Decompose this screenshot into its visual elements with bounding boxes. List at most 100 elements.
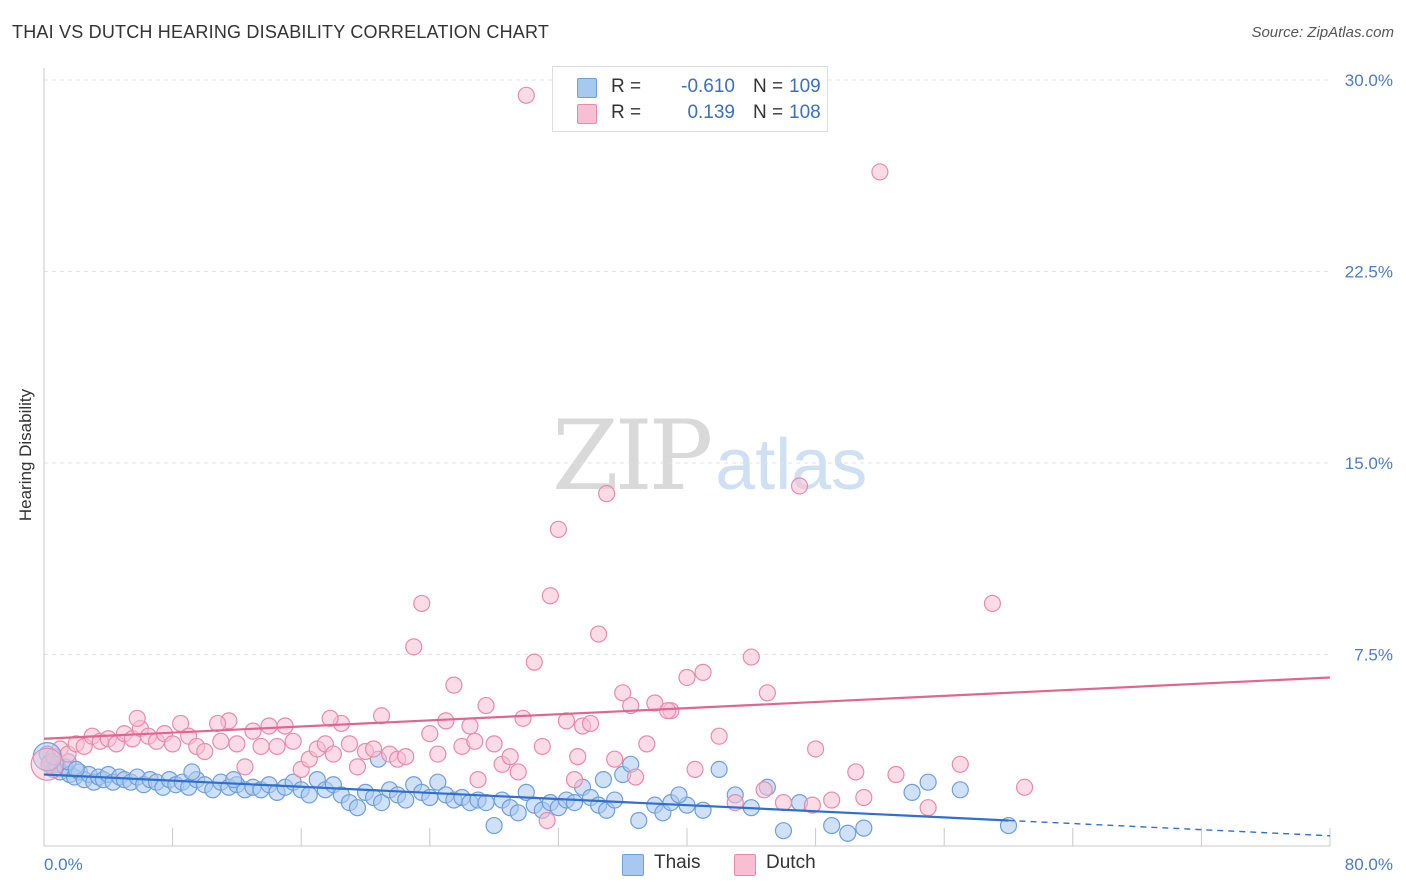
legend-swatch-thais [577, 78, 597, 98]
point-dutch [514, 709, 532, 727]
point-dutch [164, 735, 182, 753]
watermark-atlas: atlas [715, 425, 868, 505]
point-dutch [678, 668, 696, 687]
point-thais [485, 816, 503, 835]
trend-line-extension-thais [1008, 819, 1331, 837]
x-tick-label: 0.0% [44, 855, 83, 874]
point-thais [348, 799, 367, 817]
point-dutch [268, 737, 286, 756]
point-thais [372, 793, 391, 812]
point-dutch [855, 788, 873, 807]
point-dutch [413, 594, 431, 613]
point-dutch [429, 745, 447, 763]
point-dutch [485, 735, 503, 753]
point-dutch [128, 709, 146, 727]
point-dutch [803, 796, 821, 814]
point-dutch [196, 742, 214, 761]
point-dutch [806, 740, 825, 758]
point-dutch [758, 684, 776, 702]
point-thais [606, 791, 624, 809]
bottom-legend-label-thais: Thais [654, 852, 701, 873]
point-dutch [324, 745, 342, 763]
point-dutch [790, 477, 809, 495]
point-dutch [348, 758, 367, 776]
point-thais [999, 816, 1018, 835]
point-thais [67, 760, 85, 779]
point-thais [823, 816, 841, 835]
point-dutch [755, 781, 773, 799]
point-thais [951, 781, 969, 799]
bottom-legend-swatch-dutch [734, 854, 756, 876]
point-dutch [244, 722, 262, 740]
legend-n-value: 108 [789, 102, 821, 123]
legend-n-value: 109 [789, 76, 821, 97]
point-dutch [983, 594, 1002, 613]
point-dutch [284, 732, 302, 750]
bottom-legend-label-dutch: Dutch [766, 852, 816, 873]
point-dutch [509, 763, 527, 781]
point-thais [710, 760, 728, 779]
point-dutch [686, 760, 704, 779]
point-dutch [581, 714, 600, 733]
legend-r-value: 0.139 [687, 102, 735, 123]
point-dutch [951, 755, 969, 773]
point-dutch [919, 799, 937, 817]
point-dutch [694, 663, 712, 681]
point-dutch [469, 771, 487, 789]
point-thais [919, 773, 937, 791]
point-dutch [209, 714, 227, 733]
y-tick-label: 7.5% [1354, 646, 1393, 665]
point-thais [594, 771, 613, 789]
point-dutch [887, 765, 905, 784]
point-dutch [421, 725, 439, 743]
y-tick-label: 15.0% [1345, 454, 1393, 473]
point-dutch [445, 676, 463, 694]
chart-title: THAI VS DUTCH HEARING DISABILITY CORRELA… [12, 22, 550, 42]
point-dutch [847, 763, 865, 781]
trend-line-dutch [43, 676, 1331, 740]
point-dutch [525, 653, 543, 671]
source-credit: Source: ZipAtlas.com [1251, 24, 1394, 41]
point-dutch [501, 748, 519, 766]
point-thais [509, 804, 527, 822]
y-tick-label: 22.5% [1345, 263, 1393, 282]
point-thais [477, 793, 495, 812]
point-thais [903, 783, 921, 801]
point-thais [630, 811, 648, 830]
point-dutch [871, 163, 889, 181]
trend-line-thais [43, 773, 1009, 822]
correlation-legend: R = -0.610 N = 109 R = 0.139 N = 108 [552, 66, 828, 132]
point-thais [774, 822, 793, 840]
point-dutch [321, 709, 339, 727]
legend-n-label: N = [753, 76, 784, 97]
watermark: ZIPatlas [552, 400, 867, 512]
point-dutch [659, 702, 677, 720]
point-dutch [823, 791, 841, 809]
point-dutch [397, 748, 415, 766]
point-dutch [236, 758, 254, 776]
point-dutch [638, 735, 656, 753]
point-thais [397, 791, 415, 809]
point-dutch [538, 811, 556, 830]
point-thais [429, 773, 447, 791]
point-dutch [742, 648, 760, 666]
point-dutch [228, 735, 246, 753]
point-dutch [212, 732, 230, 750]
point-dutch [1015, 778, 1034, 796]
point-dutch [606, 750, 624, 768]
legend-r-label: R = [611, 76, 642, 97]
point-dutch [710, 727, 728, 745]
point-thais [839, 824, 857, 842]
watermark-zip: ZIP [552, 400, 713, 512]
point-thais [855, 819, 873, 837]
y-tick-label: 30.0% [1345, 71, 1393, 90]
point-dutch [340, 735, 359, 753]
point-dutch [477, 696, 495, 715]
point-dutch [405, 638, 423, 656]
point-dutch [774, 793, 793, 812]
point-dutch [252, 737, 270, 756]
point-dutch [589, 625, 608, 643]
legend-n-label: N = [753, 102, 784, 123]
point-dutch [565, 771, 584, 789]
